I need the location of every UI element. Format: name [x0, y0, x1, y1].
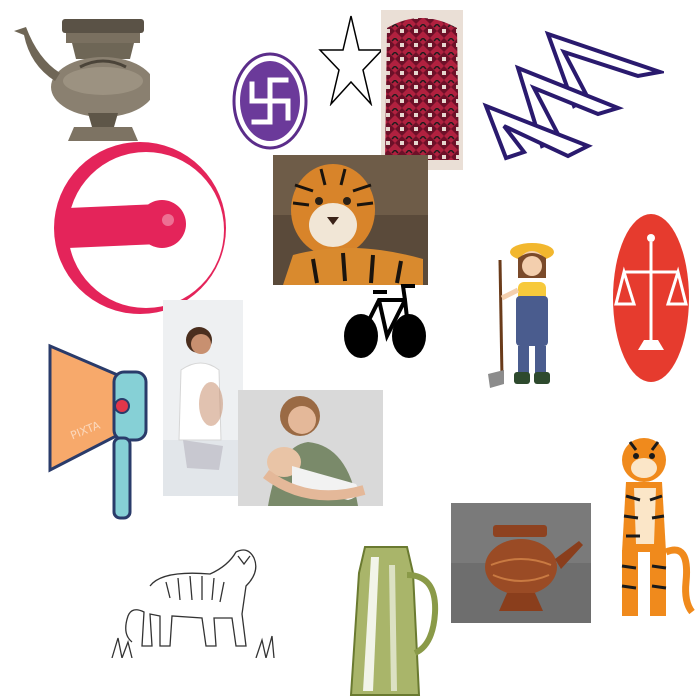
green-jug-icon [343, 545, 439, 697]
mother-holding-baby-photo-icon [238, 390, 383, 506]
woman-sitting-photo-icon [163, 300, 243, 496]
star-outline-icon [318, 14, 384, 106]
swastika-emblem-icon [232, 52, 308, 150]
chevron-arrows-logo-icon [478, 28, 664, 162]
farmer-girl-with-hoe-icon [480, 238, 560, 393]
orange-megaphone-icon: PIXTA [46, 342, 150, 522]
copper-kettle-photo-icon [451, 503, 591, 623]
metal-kettle-icon [10, 15, 150, 145]
tiger-line-drawing-icon [106, 542, 276, 658]
dhaka-cloth-cap-icon [381, 10, 463, 170]
bicycle-icon [343, 278, 427, 360]
standing-tiger-cartoon-icon [600, 432, 695, 624]
scales-of-justice-icon [612, 212, 690, 384]
megaphone-circle-icon [50, 138, 230, 318]
tiger-photo-icon [273, 155, 428, 285]
